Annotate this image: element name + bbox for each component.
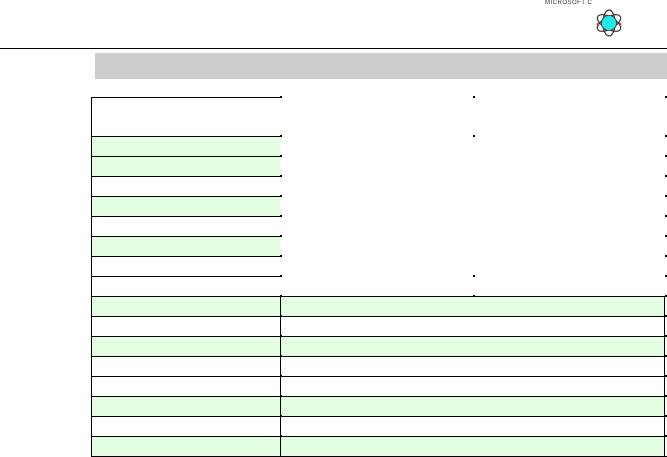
table-row (91, 96, 667, 136)
table-row (91, 335, 667, 356)
table-cell-label (91, 156, 280, 176)
grid-marker (665, 235, 667, 237)
grid-marker (280, 315, 282, 317)
grid-marker (665, 395, 667, 397)
table-cell-label (91, 256, 280, 276)
table-row (91, 235, 667, 256)
title-bar (95, 53, 667, 79)
table-cell-value (280, 176, 665, 196)
table-cell-label (91, 296, 280, 316)
grid-marker (280, 395, 282, 397)
table-cell-label (91, 196, 280, 216)
grid-marker (665, 155, 667, 157)
table-cell-value (280, 296, 665, 316)
table-cell-label (91, 136, 280, 156)
grid-marker (473, 135, 475, 137)
grid-marker (280, 335, 282, 337)
table-cell-label (91, 97, 280, 136)
table-row (91, 215, 667, 236)
grid-marker (665, 415, 667, 417)
table-cell-value (280, 376, 665, 396)
table-cell-label (91, 396, 280, 416)
table-cell-label (91, 336, 280, 356)
table-row (91, 315, 667, 336)
table-row (91, 395, 667, 416)
table-row (91, 255, 667, 276)
table-cell-label (91, 236, 280, 256)
table-cell-label (91, 416, 280, 436)
grid-marker (280, 195, 282, 197)
atom-icon (596, 9, 622, 37)
grid-marker (280, 275, 282, 277)
grid-marker (280, 375, 282, 377)
table-cell-value (280, 256, 665, 276)
table-row (91, 375, 667, 396)
grid-marker (280, 435, 282, 437)
table-cell-label (91, 176, 280, 196)
grid-marker (280, 235, 282, 237)
grid-marker (665, 295, 667, 297)
grid-marker (473, 275, 475, 277)
grid-marker (665, 335, 667, 337)
grid-marker (280, 415, 282, 417)
table-row (91, 175, 667, 196)
grid-marker (280, 155, 282, 157)
table-cell-value (280, 396, 665, 416)
table-cell-value (280, 316, 665, 336)
table-row (91, 435, 667, 456)
table-row (91, 275, 667, 296)
grid-marker (665, 275, 667, 277)
grid-marker (665, 195, 667, 197)
grid-marker (665, 96, 667, 98)
table-row (91, 415, 667, 436)
grid-marker (665, 135, 667, 137)
grid-marker (665, 175, 667, 177)
table-cell-value (280, 97, 665, 136)
grid-marker (665, 315, 667, 317)
table-cell-value (280, 236, 665, 256)
table-cell-label (91, 376, 280, 396)
table-cell-value (280, 356, 665, 376)
grid-marker (280, 175, 282, 177)
table-cell-value (280, 276, 665, 296)
grid-marker (280, 355, 282, 357)
table-cell-label (91, 436, 280, 456)
grid-marker (665, 435, 667, 437)
table-cell-value (280, 436, 665, 456)
grid-marker (665, 355, 667, 357)
grid-marker (473, 96, 475, 98)
grid-marker (280, 96, 282, 98)
table-cell-label (91, 276, 280, 296)
table-row (91, 135, 667, 156)
grid-marker (665, 375, 667, 377)
table-row (91, 195, 667, 216)
table-row (91, 355, 667, 376)
table-cell-value (280, 196, 665, 216)
grid-marker (280, 215, 282, 217)
grid-marker (280, 255, 282, 257)
table-cell-label (91, 356, 280, 376)
grid-marker (280, 135, 282, 137)
table-cell-value (280, 216, 665, 236)
grid-marker (280, 295, 282, 297)
table-row (91, 155, 667, 176)
grid-marker (665, 215, 667, 217)
table-cell-value (280, 416, 665, 436)
table-cell-value (280, 336, 665, 356)
table-cell-value (280, 156, 665, 176)
brand-text: MICROSOFT C (545, 0, 593, 6)
grid-marker (473, 295, 475, 297)
table-cell-value (280, 136, 665, 156)
table-cell-label (91, 216, 280, 236)
grid-marker (665, 255, 667, 257)
table-cell-label (91, 316, 280, 336)
table-row (91, 295, 667, 316)
header-divider (0, 48, 667, 49)
